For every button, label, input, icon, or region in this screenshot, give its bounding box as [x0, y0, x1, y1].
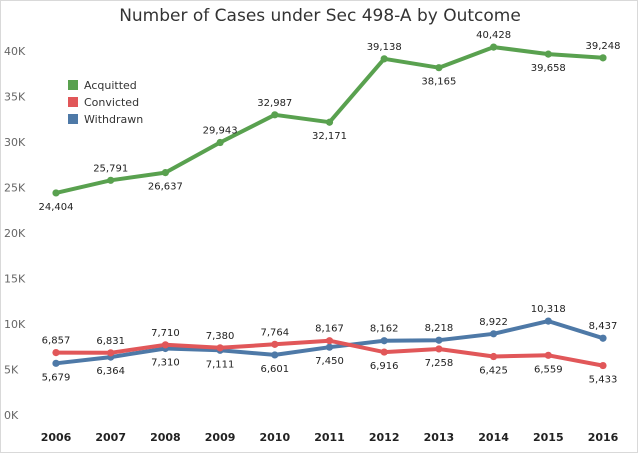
acquitted-point: [544, 50, 552, 58]
legend: Acquitted Convicted Withdrawn: [68, 79, 143, 126]
acquitted-point: [107, 176, 115, 184]
withdrawn-data-label: 8,162: [370, 324, 399, 335]
convicted-point: [599, 361, 607, 370]
x-tick-label: 2015: [533, 431, 564, 444]
convicted-point: [380, 348, 388, 356]
x-tick-label: 2009: [205, 431, 236, 444]
withdrawn-point: [544, 317, 552, 325]
acquitted-legend-swatch: [68, 80, 78, 90]
withdrawn-data-label: 8,218: [425, 323, 454, 334]
convicted-data-label: 7,258: [425, 358, 454, 369]
acquitted-point: [325, 118, 334, 126]
withdrawn-data-label: 6,601: [260, 364, 289, 375]
x-tick-label: 2014: [478, 431, 509, 444]
convicted-point: [216, 344, 224, 352]
y-tick-label: 15K: [4, 273, 26, 286]
withdrawn-legend-swatch: [68, 114, 78, 124]
convicted-point: [52, 349, 60, 357]
acquitted-data-label: 39,658: [531, 63, 566, 74]
convicted-legend-swatch: [68, 97, 78, 107]
convicted-data-label: 7,764: [260, 327, 289, 338]
x-tick-label: 2013: [424, 431, 455, 444]
acquitted-point: [490, 43, 498, 51]
convicted-point: [271, 340, 279, 348]
x-tick-label: 2007: [95, 431, 126, 444]
convicted-data-label: 6,559: [534, 364, 563, 375]
withdrawn-data-label: 10,318: [531, 304, 566, 315]
withdrawn-point: [380, 337, 388, 345]
acquitted-point: [271, 111, 279, 119]
acquitted-data-label: 32,987: [257, 98, 292, 109]
withdrawn-data-label: 8,437: [589, 321, 618, 332]
convicted-point: [490, 352, 498, 361]
convicted-data-label: 7,710: [151, 328, 180, 339]
acquitted-point: [380, 55, 388, 63]
acquitted-point: [435, 64, 443, 72]
convicted-legend-label: Convicted: [84, 96, 139, 109]
convicted-point: [107, 349, 115, 357]
withdrawn-data-label: 8,922: [479, 317, 508, 328]
convicted-data-label: 7,380: [206, 331, 235, 342]
acquitted-data-label: 40,428: [476, 30, 511, 41]
x-tick-label: 2011: [314, 431, 345, 444]
y-tick-label: 40K: [4, 45, 26, 58]
acquitted-point: [216, 138, 224, 147]
acquitted-data-label: 29,943: [203, 126, 238, 137]
acquitted-data-label: 39,248: [586, 41, 621, 52]
convicted-point: [544, 351, 552, 359]
y-tick-label: 25K: [4, 182, 26, 195]
withdrawn-data-label: 7,310: [151, 357, 180, 368]
withdrawn-point: [490, 330, 498, 338]
withdrawn-legend-label: Withdrawn: [84, 113, 143, 126]
convicted-data-label: 6,916: [370, 361, 399, 372]
withdrawn-data-label: 7,450: [315, 356, 344, 367]
withdrawn-point: [52, 359, 60, 367]
withdrawn-point: [325, 343, 334, 351]
y-tick-label: 20K: [4, 227, 26, 240]
series-points: [52, 43, 607, 370]
y-tick-label: 30K: [4, 136, 26, 149]
withdrawn-point: [435, 336, 443, 344]
withdrawn-point: [271, 351, 279, 359]
acquitted-data-label: 26,637: [148, 182, 183, 193]
convicted-data-label: 6,425: [479, 366, 508, 377]
acquitted-data-label: 39,138: [367, 42, 402, 53]
x-tick-label: 2010: [259, 431, 290, 444]
acquitted-legend-label: Acquitted: [84, 79, 137, 92]
acquitted-point: [161, 169, 169, 177]
withdrawn-data-label: 5,679: [42, 372, 71, 383]
y-tick-label: 5K: [4, 364, 19, 377]
y-tick-label: 10K: [4, 318, 26, 331]
acquitted-data-label: 38,165: [421, 77, 456, 88]
y-tick-label: 35K: [4, 91, 26, 104]
y-axis: 0K 5K 10K 15K 20K 25K 30K 35K 40K: [4, 45, 26, 422]
acquitted-data-label: 32,171: [312, 131, 347, 142]
convicted-point: [435, 345, 443, 353]
acquitted-point: [52, 189, 60, 197]
convicted-point: [325, 337, 334, 345]
x-tick-label: 2006: [41, 431, 72, 444]
x-tick-label: 2012: [369, 431, 400, 444]
convicted-point: [161, 341, 169, 349]
acquitted-point: [599, 54, 607, 62]
withdrawn-data-label: 6,364: [96, 366, 125, 377]
withdrawn-data-label: 7,111: [206, 359, 235, 370]
y-tick-label: 0K: [4, 409, 19, 422]
chart-title: Number of Cases under Sec 498-A by Outco…: [119, 6, 521, 26]
series-lines: [54, 45, 605, 368]
acquitted-data-label: 25,791: [93, 163, 128, 174]
x-tick-label: 2008: [150, 431, 181, 444]
withdrawn-point: [599, 334, 607, 342]
data-labels: 24,404 25,791 26,637 29,943 32,987 32,171 39,1…: [39, 30, 621, 385]
convicted-data-label: 5,433: [589, 375, 618, 386]
x-tick-label: 2016: [588, 431, 619, 444]
convicted-data-label: 8,167: [315, 324, 344, 335]
convicted-data-label: 6,831: [96, 336, 125, 347]
convicted-data-label: 6,857: [42, 336, 71, 347]
acquitted-data-label: 24,404: [39, 202, 74, 213]
x-axis: 2006 2007 2008 2009 2010 2011 2012 2013 2014 2015…: [41, 431, 619, 444]
